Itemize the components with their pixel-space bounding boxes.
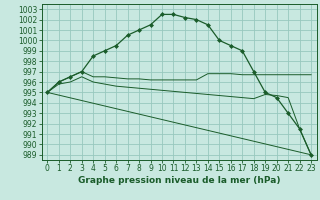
X-axis label: Graphe pression niveau de la mer (hPa): Graphe pression niveau de la mer (hPa) [78,176,280,185]
